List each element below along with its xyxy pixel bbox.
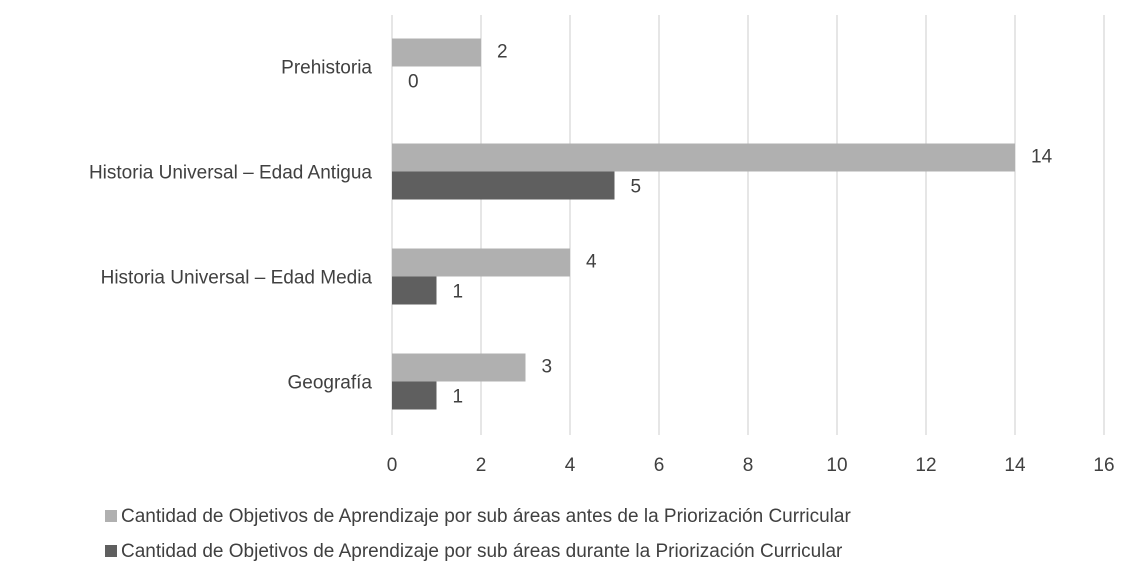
data-label: 3 bbox=[542, 357, 553, 378]
data-label: 14 bbox=[1031, 147, 1053, 168]
data-label: 2 bbox=[497, 42, 508, 63]
data-label: 5 bbox=[631, 177, 642, 198]
y-tick-label: Geografía bbox=[288, 373, 373, 394]
x-tick-label: 12 bbox=[915, 455, 936, 476]
bar bbox=[392, 276, 437, 305]
x-tick-label: 10 bbox=[826, 455, 847, 476]
legend-swatch bbox=[105, 545, 117, 557]
y-tick-label: Prehistoria bbox=[281, 58, 372, 79]
x-tick-label: 16 bbox=[1093, 455, 1114, 476]
data-label: 1 bbox=[453, 282, 464, 303]
data-label: 4 bbox=[586, 252, 597, 273]
bar bbox=[392, 353, 526, 382]
x-tick-label: 14 bbox=[1004, 455, 1026, 476]
x-tick-label: 8 bbox=[743, 455, 754, 476]
bar bbox=[392, 248, 570, 277]
bar bbox=[392, 171, 615, 200]
legend-label: Cantidad de Objetivos de Aprendizaje por… bbox=[121, 541, 843, 562]
x-tick-label: 4 bbox=[565, 455, 576, 476]
data-label: 0 bbox=[408, 72, 419, 93]
x-tick-label: 2 bbox=[476, 455, 487, 476]
x-tick-label: 0 bbox=[387, 455, 398, 476]
bar bbox=[392, 143, 1015, 172]
x-tick-label: 6 bbox=[654, 455, 665, 476]
y-tick-label: Historia Universal – Edad Media bbox=[101, 268, 373, 289]
bar bbox=[392, 381, 437, 410]
legend-label: Cantidad de Objetivos de Aprendizaje por… bbox=[121, 506, 851, 527]
data-label: 1 bbox=[453, 387, 464, 408]
bar bbox=[392, 38, 481, 67]
y-tick-label: Historia Universal – Edad Antigua bbox=[89, 163, 372, 184]
legend-swatch bbox=[105, 510, 117, 522]
